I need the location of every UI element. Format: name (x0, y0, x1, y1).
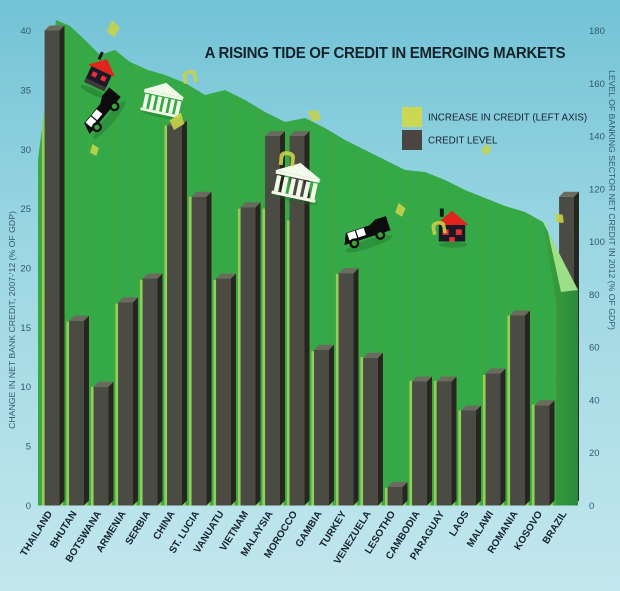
svg-text:180: 180 (589, 26, 605, 37)
svg-text:100: 100 (589, 237, 605, 248)
svg-text:25: 25 (20, 204, 31, 215)
svg-text:20: 20 (589, 448, 600, 459)
svg-text:120: 120 (589, 184, 605, 195)
svg-text:140: 140 (589, 132, 605, 143)
svg-text:THAILAND: THAILAND (19, 509, 55, 558)
svg-text:40: 40 (20, 26, 31, 37)
svg-text:LEVEL OF BANKING SECTOR NET CR: LEVEL OF BANKING SECTOR NET CREDIT IN 20… (607, 70, 617, 330)
svg-text:30: 30 (20, 145, 31, 156)
svg-text:INCREASE IN CREDIT (LEFT AXIS): INCREASE IN CREDIT (LEFT AXIS) (428, 113, 587, 124)
svg-text:BRAZIL: BRAZIL (541, 509, 570, 546)
svg-text:40: 40 (589, 395, 600, 406)
svg-text:0: 0 (589, 501, 594, 512)
svg-text:60: 60 (589, 343, 600, 354)
svg-text:35: 35 (20, 85, 31, 96)
svg-text:CHINA: CHINA (151, 509, 177, 542)
svg-text:A RISING TIDE OF CREDIT IN EME: A RISING TIDE OF CREDIT IN EMERGING MARK… (205, 45, 566, 62)
svg-text:20: 20 (20, 264, 31, 275)
svg-text:15: 15 (20, 323, 31, 334)
svg-text:10: 10 (20, 382, 31, 393)
svg-text:5: 5 (26, 442, 31, 453)
svg-text:CHANGE IN NET BANK CREDIT, 200: CHANGE IN NET BANK CREDIT, 2007-'12 (% O… (7, 211, 17, 429)
svg-text:80: 80 (589, 290, 600, 301)
svg-text:CREDIT LEVEL: CREDIT LEVEL (428, 136, 498, 147)
svg-text:0: 0 (26, 501, 31, 512)
svg-text:LAOS: LAOS (448, 509, 472, 539)
svg-text:160: 160 (589, 79, 605, 90)
